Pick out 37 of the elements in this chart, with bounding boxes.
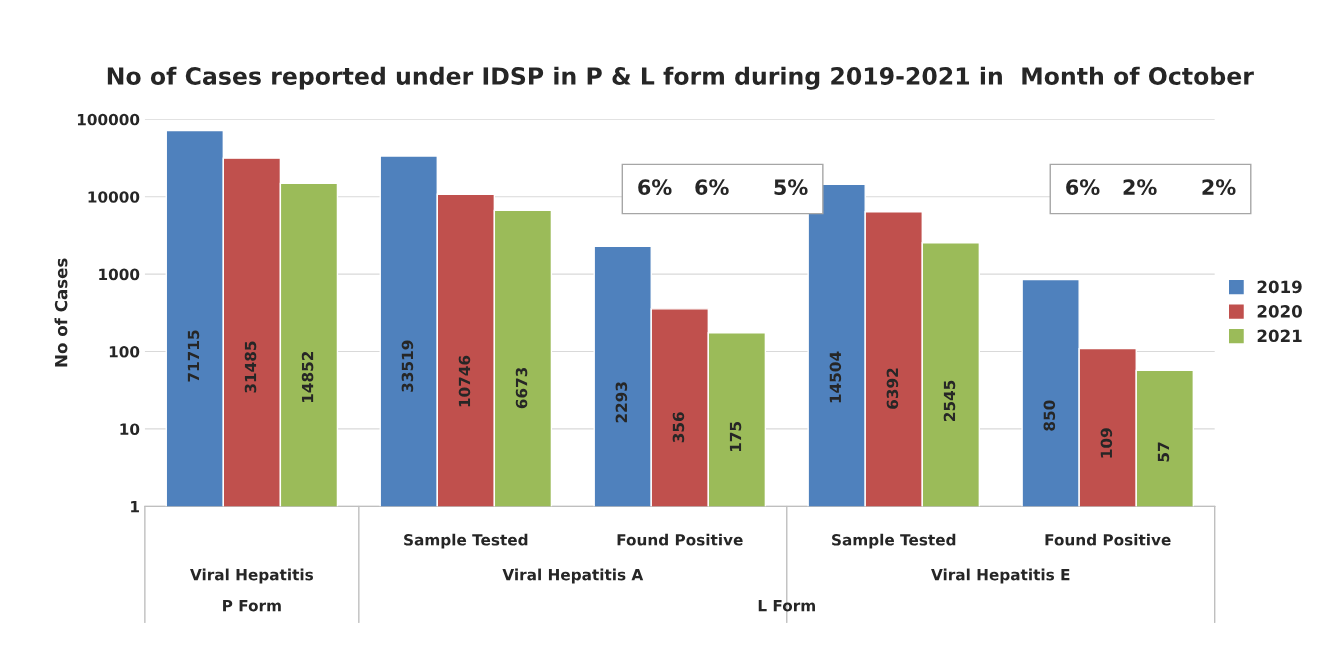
text: P Form [223, 600, 281, 612]
y-tick-label: 100 [109, 345, 140, 358]
text: Viral Hepatitis E [931, 568, 1070, 584]
data-label: 71715 [187, 330, 200, 382]
data-label: 14852 [301, 351, 314, 403]
y-tick-label: 1 [131, 500, 139, 513]
y-tick-label: 100000 [77, 113, 140, 126]
legend-label: 2020 [1257, 305, 1302, 318]
y-tick-label: 10000 [88, 191, 140, 203]
data-label: 356 [672, 412, 685, 443]
text: L Form [758, 600, 815, 612]
data-label: 14504 [829, 351, 842, 403]
data-label: 175 [729, 422, 742, 452]
data-label: 2293 [615, 382, 628, 423]
x-tick-label: Found Positive [617, 533, 743, 546]
annotation: 6% 2% 2% [1066, 179, 1236, 196]
text: Viral Hepatitis A [502, 568, 644, 584]
data-label: 10746 [458, 355, 471, 407]
text: Viral Hepatitis [190, 568, 313, 584]
y-tick-label: 10 [120, 423, 140, 435]
y-axis-title: No of Cases [54, 258, 68, 367]
x-tick-label: Sample Tested [404, 533, 528, 549]
data-label: 109 [1100, 428, 1113, 458]
data-label: 6673 [515, 367, 528, 409]
data-label: 33519 [401, 340, 414, 392]
x-tick-label: Found Positive [1045, 533, 1171, 546]
x-tick-label: Sample Tested [832, 533, 956, 549]
data-label: 57 [1157, 442, 1170, 462]
data-label: 2545 [943, 380, 956, 421]
data-label: 31485 [244, 341, 257, 393]
legend-label: 2021 [1257, 329, 1302, 343]
data-label: 6392 [886, 368, 899, 409]
y-tick-label: 1000 [99, 268, 140, 281]
annotation: 6% 6% 5% [638, 179, 808, 196]
data-label: 850 [1043, 400, 1056, 431]
chart-title: No of Cases reported under IDSP in P & L form during 2019-2021 in Month of October [107, 66, 1254, 90]
legend-label: 2019 [1257, 280, 1302, 294]
